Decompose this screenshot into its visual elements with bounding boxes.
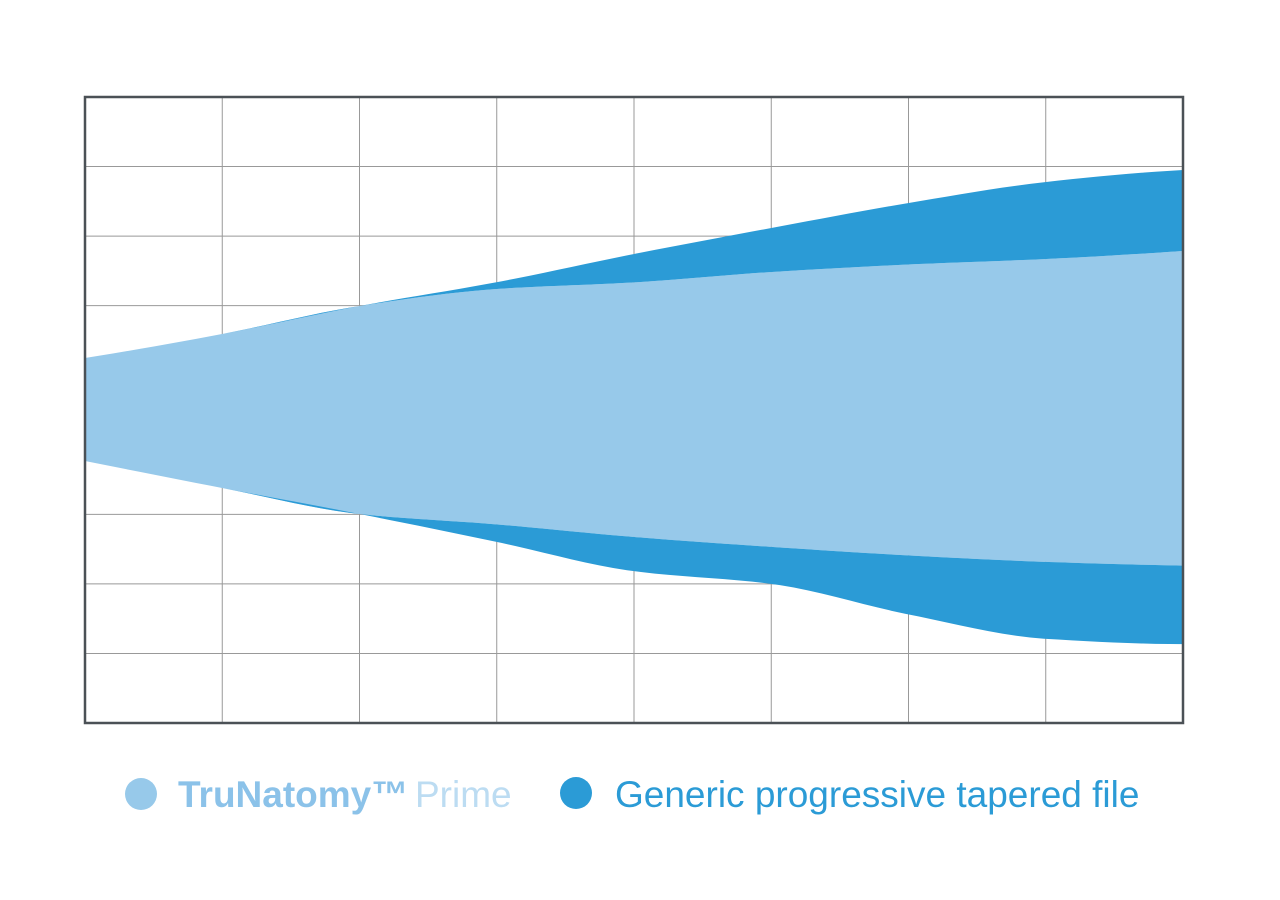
svg-text:Generic progressive tapered fi: Generic progressive tapered file [615,774,1139,815]
svg-text:TruNatomy™: TruNatomy™ [178,774,408,815]
svg-text:Prime: Prime [415,774,512,815]
